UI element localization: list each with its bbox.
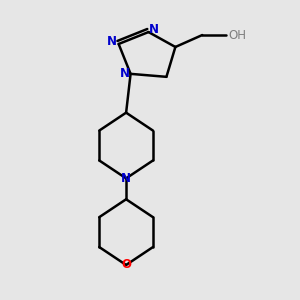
Text: OH: OH xyxy=(229,28,247,41)
Text: N: N xyxy=(149,22,159,36)
Text: N: N xyxy=(120,68,130,80)
Text: N: N xyxy=(107,34,117,47)
Text: N: N xyxy=(121,172,131,185)
Text: O: O xyxy=(121,259,131,272)
